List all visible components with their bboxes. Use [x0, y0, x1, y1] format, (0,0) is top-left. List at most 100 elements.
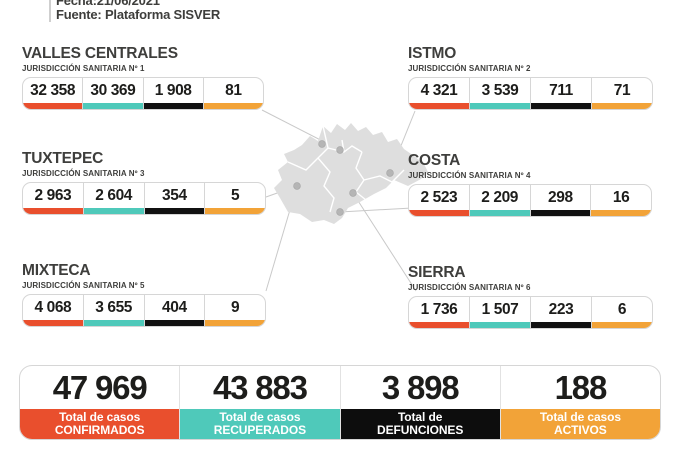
jurisdiction-subtitle: JURISDICCIÓN SANITARIA Nº 1	[22, 64, 145, 74]
recovered-cell: 3 655	[82, 295, 144, 327]
total-label-line2: RECUPERADOS	[213, 423, 306, 438]
total-deaths-label: Total de DEFUNCIONES	[340, 409, 500, 439]
jurisdiction-title: COSTA	[408, 152, 461, 169]
map-dot-valles-centrales	[336, 146, 344, 154]
recovered-color-bar	[469, 210, 530, 217]
active-cell: 6	[591, 297, 652, 329]
active-cell: 5	[204, 183, 265, 215]
jurisdiction-stats-card: 4 321 3 539 711 71	[408, 77, 653, 111]
jurisdiction-title: MIXTECA	[22, 262, 91, 279]
jurisdiction-title: SIERRA	[408, 264, 466, 281]
jurisdiction-block-istmo: ISTMO JURISDICCIÓN SANITARIA Nº 2 4 321 …	[408, 45, 653, 111]
total-label-line1: Total de casos	[539, 410, 621, 424]
deaths-cell: 711	[530, 78, 591, 110]
map-dot	[318, 140, 326, 148]
connector-sierra	[352, 192, 417, 292]
jurisdiction-stats-card: 4 068 3 655 404 9	[22, 294, 266, 328]
jurisdiction-stats-card: 32 358 30 369 1 908 81	[22, 77, 264, 111]
jurisdiction-subtitle: JURISDICCIÓN SANITARIA Nº 2	[408, 64, 531, 74]
active-color-bar	[205, 320, 265, 327]
confirmed-color-bar	[409, 322, 469, 329]
map-dot-istmo	[386, 169, 394, 177]
jurisdiction-subtitle: JURISDICCIÓN SANITARIA Nº 4	[408, 171, 531, 181]
data-source: Fuente: Plataforma SISVER	[56, 7, 221, 22]
total-label-line1: Total de	[397, 410, 443, 424]
jurisdiction-title: ISTMO	[408, 45, 457, 62]
deaths-value: 1 908	[154, 82, 192, 100]
jurisdiction-subtitle: JURISDICCIÓN SANITARIA Nº 5	[22, 281, 145, 291]
connector-costa	[339, 207, 413, 213]
recovered-color-bar	[83, 320, 144, 327]
total-active-segment: 188 Total de casos ACTIVOS	[499, 366, 660, 439]
recovered-value: 1 507	[481, 301, 519, 319]
deaths-cell: 404	[143, 295, 205, 327]
confirmed-cell: 1 736	[409, 297, 469, 329]
recovered-value: 3 539	[481, 82, 519, 100]
recovered-cell: 1 507	[469, 297, 530, 329]
total-label-line2: DEFUNCIONES	[377, 423, 464, 438]
deaths-color-bar	[143, 103, 203, 110]
deaths-value: 354	[162, 187, 187, 205]
active-value: 81	[225, 82, 242, 100]
total-label-line1: Total de casos	[219, 410, 301, 424]
confirmed-value: 1 736	[420, 301, 458, 319]
active-color-bar	[591, 210, 651, 217]
total-active-label: Total de casos ACTIVOS	[500, 409, 660, 439]
active-color-bar	[205, 208, 265, 215]
active-value: 5	[231, 187, 240, 205]
confirmed-color-bar	[23, 208, 83, 215]
recovered-color-bar	[470, 103, 530, 110]
recovered-value: 2 209	[481, 189, 519, 207]
recovered-cell: 30 369	[82, 78, 143, 110]
active-color-bar	[592, 322, 652, 329]
jurisdiction-title: TUXTEPEC	[22, 150, 104, 167]
recovered-cell: 2 209	[468, 185, 530, 217]
active-value: 71	[613, 82, 631, 100]
confirmed-color-bar	[409, 103, 469, 110]
map-dot-costa	[336, 208, 344, 216]
oaxaca-state-shape	[274, 123, 428, 224]
confirmed-value: 32 358	[30, 82, 76, 100]
recovered-cell: 3 539	[469, 78, 530, 110]
jurisdiction-stats-card: 2 523 2 209 298 16	[408, 184, 652, 218]
deaths-cell: 1 908	[142, 78, 203, 110]
recovered-cell: 2 604	[82, 183, 144, 215]
confirmed-cell: 4 068	[23, 295, 83, 327]
total-confirmed-value: 47 969	[52, 368, 148, 406]
active-value: 6	[617, 301, 627, 319]
active-value: 9	[231, 299, 240, 317]
confirmed-value: 4 068	[34, 299, 72, 317]
confirmed-cell: 32 358	[23, 78, 83, 110]
deaths-value: 711	[549, 82, 573, 100]
totals-bar: 47 969 Total de casos CONFIRMADOS 43 883…	[19, 365, 661, 440]
confirmed-cell: 2 523	[409, 185, 469, 217]
recovered-color-bar	[83, 103, 143, 110]
total-deaths-segment: 3 898 Total de DEFUNCIONES	[339, 366, 500, 439]
total-confirmed-label: Total de casos CONFIRMADOS	[20, 409, 180, 439]
active-cell: 81	[202, 78, 263, 110]
total-deaths-value: 3 898	[381, 368, 460, 406]
total-recovered-label: Total de casos RECUPERADOS	[180, 409, 340, 439]
confirmed-color-bar	[409, 210, 469, 217]
total-recovered-segment: 43 883 Total de casos RECUPERADOS	[179, 366, 340, 439]
recovered-color-bar	[83, 208, 144, 215]
active-cell: 71	[591, 78, 652, 110]
confirmed-color-bar	[23, 103, 83, 110]
total-label-line2: CONFIRMADOS	[54, 423, 145, 438]
confirmed-color-bar	[23, 320, 83, 327]
recovered-value: 30 369	[90, 82, 136, 100]
total-label-line1: Total de casos	[59, 410, 141, 424]
map-dots	[293, 140, 394, 216]
header-divider-line	[49, 0, 51, 22]
active-cell: 9	[204, 295, 265, 327]
deaths-value: 404	[162, 299, 187, 317]
jurisdiction-stats-card: 1 736 1 507 223 6	[408, 296, 653, 330]
deaths-color-bar	[531, 322, 591, 329]
jurisdiction-block-mixteca: MIXTECA JURISDICCIÓN SANITARIA Nº 5 4 06…	[22, 262, 266, 328]
confirmed-value: 4 321	[420, 82, 458, 100]
map-dot-tuxtepec-mixteca	[293, 182, 301, 190]
jurisdiction-block-sierra: SIERRA JURISDICCIÓN SANITARIA Nº 6 1 736…	[408, 264, 653, 330]
jurisdiction-title: VALLES CENTRALES	[22, 45, 178, 62]
deaths-color-bar	[144, 208, 205, 215]
